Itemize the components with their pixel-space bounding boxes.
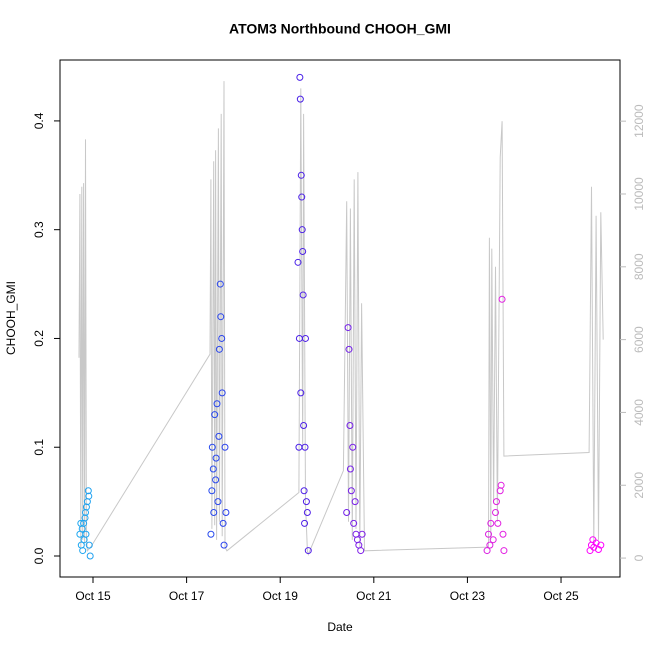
y-axis-label: CHOOH_GMI [4,281,18,355]
y2-tick-label: 4000 [632,399,646,426]
point [222,508,230,516]
point [86,552,94,560]
point [484,530,492,538]
point [81,514,89,522]
point [214,498,222,506]
point [298,193,306,201]
point [299,291,307,299]
x-tick-label: Oct 17 [169,589,205,603]
y-tick-label: 0.4 [32,112,46,129]
y2-tick-label: 0 [632,554,646,561]
point [303,508,311,516]
point [218,389,226,397]
point [216,280,224,288]
point [207,530,215,538]
point [497,481,505,489]
point [85,492,93,500]
point [299,247,307,255]
point [346,465,354,473]
point [297,389,305,397]
point [351,498,359,506]
x-tick-label: Oct 23 [450,589,486,603]
point [483,547,491,555]
point [499,530,507,538]
point [212,476,220,484]
point [298,226,306,234]
point [210,508,218,516]
point [217,313,225,321]
point [82,530,90,538]
point [301,334,309,342]
point [304,547,312,555]
point [301,443,309,451]
point [357,547,365,555]
point [79,547,87,555]
point [345,345,353,353]
point [296,73,304,81]
point [343,508,351,516]
point [85,541,93,549]
point [213,400,221,408]
y-tick-label: 0.2 [32,330,46,347]
point [208,443,216,451]
point [486,541,494,549]
x-tick-label: Oct 21 [356,589,392,603]
point [219,519,227,527]
point [492,508,500,516]
y-tick-label: 0.3 [32,221,46,238]
point [302,498,310,506]
y-tick-label: 0.0 [32,547,46,564]
point [489,536,497,544]
point [500,547,508,555]
point [297,171,305,179]
point [296,95,304,103]
x-tick-label: Oct 15 [75,589,111,603]
point [84,487,92,495]
point [498,295,506,303]
point [492,498,500,506]
point [209,465,217,473]
point [215,345,223,353]
point [215,432,223,440]
point [494,519,502,527]
point [208,487,216,495]
point [212,454,220,462]
point [344,324,352,332]
point [349,443,357,451]
y2-tick-label: 6000 [632,326,646,353]
point [346,421,354,429]
point [300,421,308,429]
y-tick-label: 0.1 [32,439,46,456]
point [218,334,226,342]
y2-tick-label: 8000 [632,253,646,280]
point [300,487,308,495]
point [487,519,495,527]
point [220,541,228,549]
point [211,411,219,419]
y2-tick-label: 12000 [632,104,646,138]
point [358,530,366,538]
point [301,519,309,527]
x-axis-label: Date [327,620,353,634]
plot-box [59,59,621,578]
point [597,541,605,549]
y2-tick-label: 10000 [632,177,646,211]
point [350,519,358,527]
chart-title: ATOM3 Northbound CHOOH_GMI [229,21,451,37]
point [221,443,229,451]
point [347,487,355,495]
x-tick-label: Oct 25 [543,589,579,603]
y2-tick-label: 2000 [632,472,646,499]
x-tick-label: Oct 19 [263,589,299,603]
point [294,258,302,266]
